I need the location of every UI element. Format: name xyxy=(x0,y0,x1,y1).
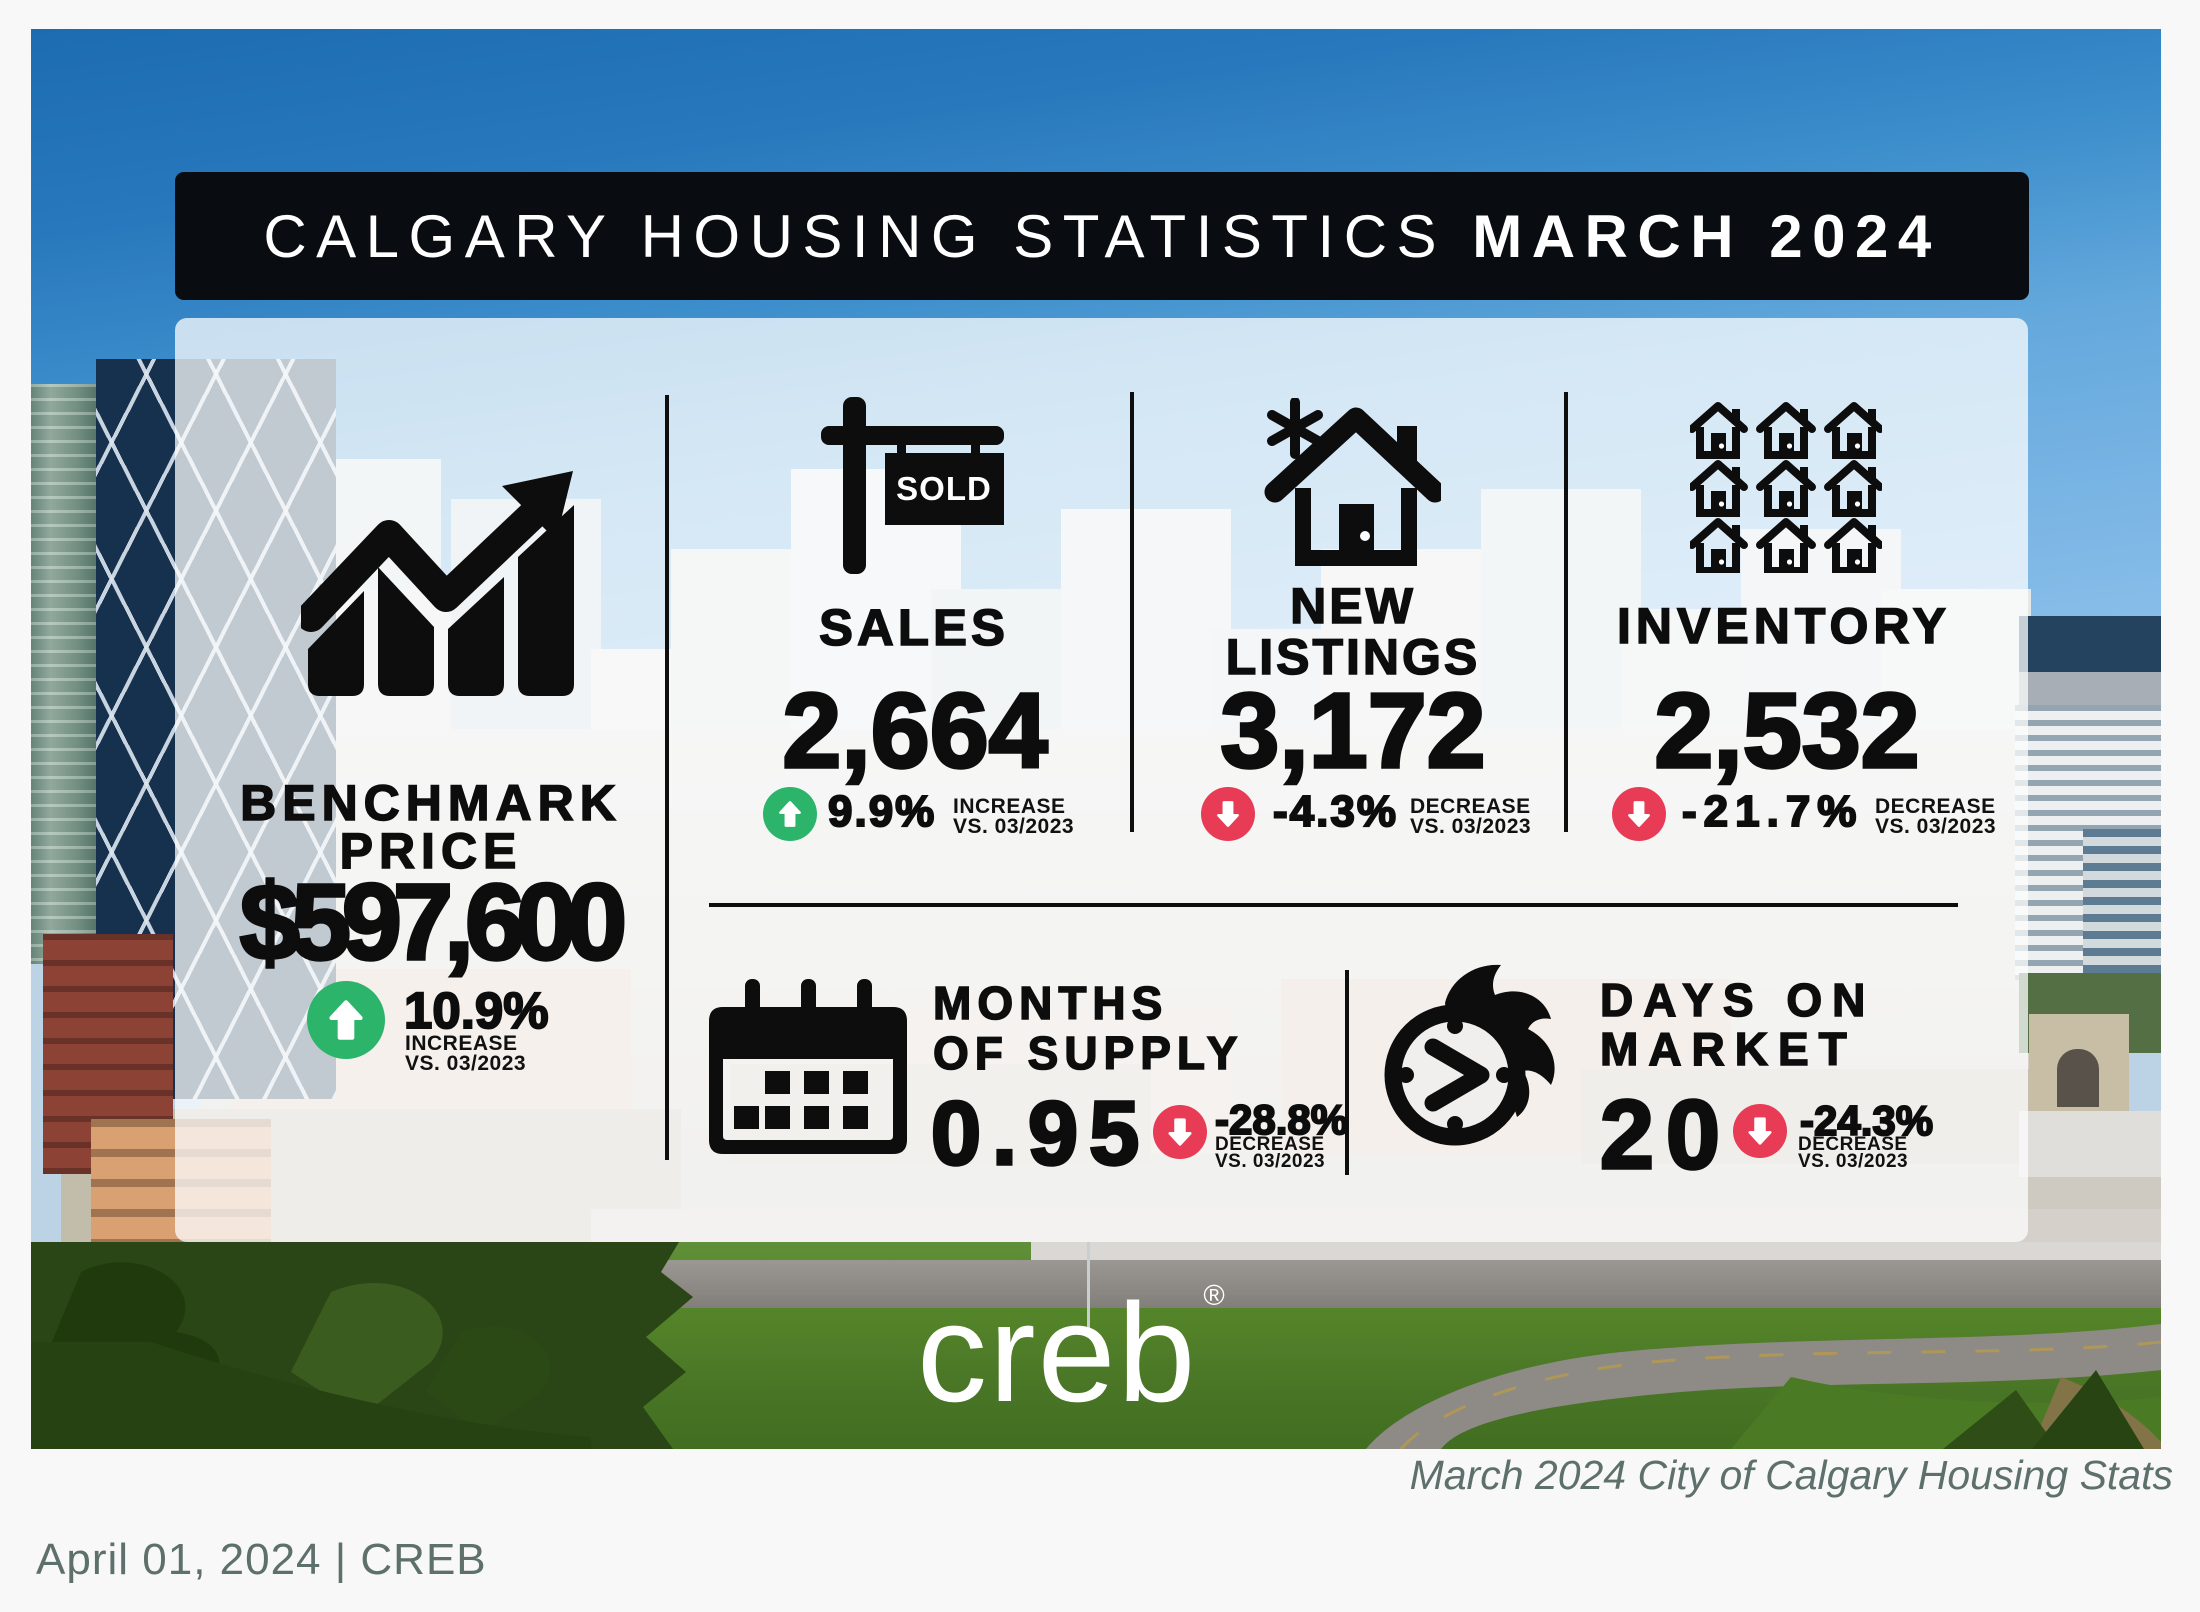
svg-text:SOLD: SOLD xyxy=(896,470,992,507)
